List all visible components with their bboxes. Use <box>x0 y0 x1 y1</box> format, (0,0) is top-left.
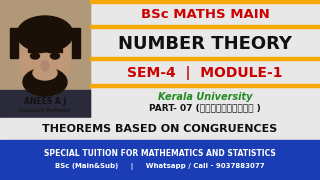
Bar <box>90 0 320 3</box>
Text: PART- 07 (മലയാളത്തിൽ ): PART- 07 (മലയാളത്തിൽ ) <box>149 103 261 112</box>
Ellipse shape <box>51 53 60 59</box>
Bar <box>0 0 90 118</box>
Bar <box>0 140 320 180</box>
Bar <box>10 28 18 58</box>
Bar <box>90 84 320 87</box>
Bar <box>90 57 320 60</box>
Bar <box>72 28 80 58</box>
Text: Assistant Professor: Assistant Professor <box>19 107 71 112</box>
Bar <box>0 118 320 140</box>
Bar <box>28 49 42 52</box>
Ellipse shape <box>33 66 57 80</box>
Bar <box>90 25 320 28</box>
Text: BSc MATHS MAIN: BSc MATHS MAIN <box>140 8 269 21</box>
Text: THEOREMS BASED ON CONGRUENCES: THEOREMS BASED ON CONGRUENCES <box>42 124 278 134</box>
Bar <box>48 49 62 52</box>
Text: SPECIAL TUITION FOR MATHEMATICS AND STATISTICS: SPECIAL TUITION FOR MATHEMATICS AND STAT… <box>44 148 276 158</box>
Ellipse shape <box>23 68 67 96</box>
Text: ANEES A J: ANEES A J <box>24 98 66 107</box>
Ellipse shape <box>41 61 49 71</box>
Text: Kerala University: Kerala University <box>158 92 252 102</box>
Ellipse shape <box>20 31 70 89</box>
Text: BSc (Main&Sub)     |     Whatsapp / Call - 9037883077: BSc (Main&Sub) | Whatsapp / Call - 90378… <box>55 163 265 170</box>
Text: NUMBER THEORY: NUMBER THEORY <box>118 35 292 53</box>
Ellipse shape <box>17 16 73 52</box>
Ellipse shape <box>30 53 39 59</box>
Bar <box>0 0 90 118</box>
Bar <box>35 82 55 94</box>
Text: SEM-4  |  MODULE-1: SEM-4 | MODULE-1 <box>127 66 283 80</box>
Bar <box>0 90 90 118</box>
Bar <box>90 0 320 118</box>
